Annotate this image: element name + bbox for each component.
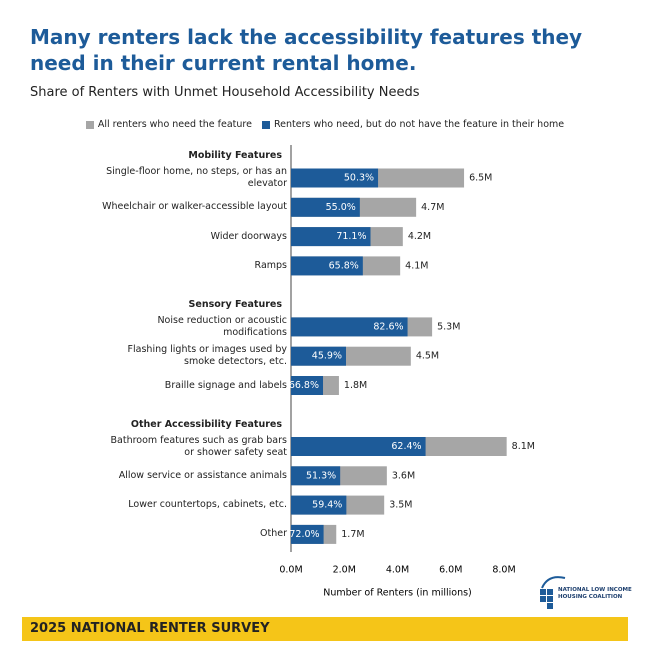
share-label: 62.4% xyxy=(391,441,421,452)
category-label: Bathroom features such as grab bars or s… xyxy=(110,434,288,458)
group-header: Mobility Features xyxy=(188,150,282,161)
logo-text: NATIONAL LOW INCOME HOUSING COALITION xyxy=(558,587,632,601)
category-label: Other xyxy=(260,528,287,540)
group-header: Sensory Features xyxy=(188,298,282,310)
bar-unmet xyxy=(291,197,360,217)
legend-item: Renters who need, but do not have the fe… xyxy=(261,119,565,130)
total-label: 8.1M xyxy=(512,441,535,452)
share-label: 50.3% xyxy=(344,173,374,184)
share-label: 71.1% xyxy=(336,231,366,242)
category-label: Ramps xyxy=(254,259,287,271)
x-tick-label: 0.0M xyxy=(279,565,302,576)
total-label: 4.2M xyxy=(408,231,431,242)
group-header: Other Accessibility Features xyxy=(130,418,282,430)
share-label: 45.9% xyxy=(312,351,342,362)
x-tick-label: 2.0M xyxy=(333,565,356,576)
category-label: Single-floor home, no steps, or has an e… xyxy=(106,166,287,189)
legend-label: Renters who need, but do not have the fe… xyxy=(273,119,565,130)
category-label: Wheelchair or walker-accessible layout xyxy=(102,201,287,213)
logo-mark xyxy=(540,576,566,609)
category-label: Wider doorways xyxy=(210,230,287,242)
bar-unmet xyxy=(291,227,371,247)
x-axis-title: Number of Renters (in millions) xyxy=(323,588,472,599)
total-label: 3.6M xyxy=(392,470,415,481)
total-label: 1.7M xyxy=(341,529,364,540)
share-label: 65.8% xyxy=(329,260,359,271)
category-label: Flashing lights or images used by smoke … xyxy=(127,344,287,368)
total-label: 1.8M xyxy=(344,380,367,391)
bar-unmet xyxy=(291,466,341,486)
bar-unmet xyxy=(291,495,347,515)
bar-unmet xyxy=(291,168,379,188)
share-label: 72.0% xyxy=(289,529,319,540)
legend-swatch xyxy=(261,120,270,129)
share-label: 51.3% xyxy=(306,470,336,481)
chart-subtitle: Share of Renters with Unmet Household Ac… xyxy=(30,85,420,100)
share-label: 55.0% xyxy=(326,202,356,213)
logo-line: HOUSING COALITION xyxy=(558,594,623,600)
share-label: 66.8% xyxy=(289,380,319,391)
category-label: Noise reduction or acoustic modification… xyxy=(157,314,287,338)
footer: 2025 NATIONAL RENTER SURVEY xyxy=(22,617,628,641)
total-label: 4.1M xyxy=(405,260,428,271)
category-label: Lower countertops, cabinets, etc. xyxy=(128,499,287,511)
legend: All renters who need the feature Renters … xyxy=(0,119,650,130)
legend-item: All renters who need the feature xyxy=(85,119,252,130)
x-tick-label: 4.0M xyxy=(386,565,409,576)
share-label: 82.6% xyxy=(373,321,403,332)
share-label: 59.4% xyxy=(312,500,342,511)
total-label: 6.5M xyxy=(469,173,492,184)
bar-unmet xyxy=(291,317,408,337)
total-label: 5.3M xyxy=(437,321,460,332)
legend-swatch xyxy=(85,120,94,129)
bar-unmet xyxy=(291,346,346,366)
total-label: 4.7M xyxy=(421,202,444,213)
bar-unmet xyxy=(291,524,324,544)
category-label: Allow service or assistance animals xyxy=(118,469,287,481)
category-label: Braille signage and labels xyxy=(164,379,287,391)
chart-title: Many renters lack the accessibility feat… xyxy=(30,25,583,75)
x-tick-label: 8.0M xyxy=(492,565,515,576)
bar-unmet xyxy=(291,256,363,276)
legend-label: All renters who need the feature xyxy=(97,119,252,130)
total-label: 3.5M xyxy=(389,500,412,511)
total-label: 4.5M xyxy=(416,351,439,362)
logo-line: NATIONAL LOW INCOME xyxy=(558,587,632,593)
bar-unmet xyxy=(291,437,426,456)
bar-unmet xyxy=(291,376,324,395)
x-tick-label: 6.0M xyxy=(439,565,462,576)
